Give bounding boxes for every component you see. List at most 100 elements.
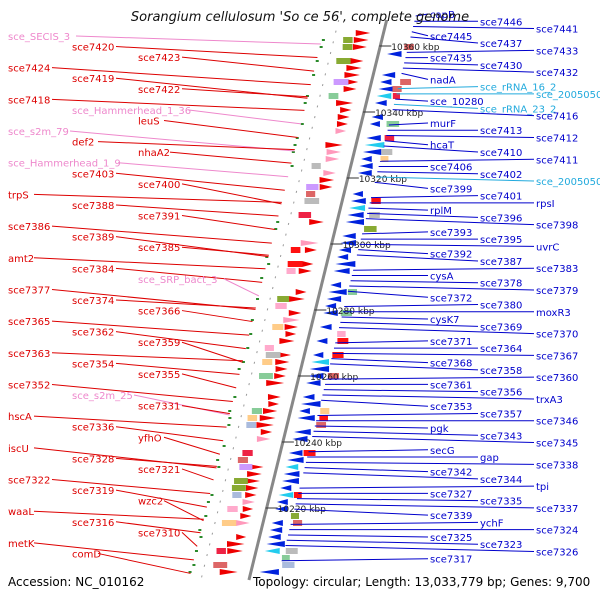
left-gene-label: sce7386: [8, 222, 50, 233]
left-strand-gene: [337, 114, 350, 120]
left-strand-gene: [336, 121, 348, 127]
right-strand-gene: [266, 541, 285, 547]
annotation-block: [320, 408, 330, 414]
right-leader-line: [308, 449, 429, 453]
left-strand-gene: [227, 548, 243, 554]
left-gene-label: amt2: [8, 254, 34, 265]
marker-tick: [246, 347, 250, 349]
left-leader-line: [117, 162, 289, 178]
left-gene-label: sce7363: [8, 349, 50, 360]
right-leader-line: [411, 31, 429, 37]
left-gene-label: sce7424: [8, 64, 50, 75]
left-strand-gene: [319, 177, 335, 183]
right-gene-label: sce7392: [430, 250, 472, 261]
right-gene-label: sce7445: [430, 32, 472, 43]
right-leader-line: [322, 394, 535, 400]
left-leader-line: [181, 468, 214, 481]
left-strand-gene: [245, 492, 257, 498]
right-gene-label: sce7393: [430, 228, 472, 239]
marker-tick: [295, 137, 299, 139]
right-gene-label: sce7360: [536, 373, 578, 384]
left-strand-gene: [340, 107, 352, 113]
left-leader-line: [51, 352, 243, 362]
left-gene-label: sce7400: [138, 180, 180, 191]
left-gene-label: metK: [8, 539, 35, 550]
left-gene-label: sce7322: [8, 476, 50, 487]
right-gene-label: moxR3: [536, 308, 571, 319]
right-gene-label: sce7372: [430, 293, 472, 304]
annotation-block: [213, 562, 228, 568]
left-gene-label: wzc2: [138, 497, 163, 508]
right-strand-gene: [288, 450, 303, 456]
marker-tick: [222, 445, 226, 447]
marker-tick: [198, 529, 202, 531]
right-gene-label: sce7412: [536, 133, 578, 144]
right-gene-label: sce7441: [536, 25, 578, 36]
left-leader-line: [181, 183, 282, 205]
annotation-block: [234, 478, 248, 484]
right-leader-line: [317, 412, 479, 416]
annotation-block: [246, 422, 257, 428]
right-gene-label: sce7324: [536, 526, 578, 537]
right-gene-label: sce7402: [480, 170, 522, 181]
annotation-block: [281, 555, 290, 561]
left-leader-line: [169, 151, 292, 164]
right-gene-label: sce7371: [430, 337, 472, 348]
right-strand-gene: [347, 212, 364, 218]
right-leader-line: [388, 122, 429, 126]
right-leader-line: [281, 558, 429, 562]
left-leader-line: [33, 257, 266, 270]
right-strand-gene: [302, 394, 315, 400]
left-strand-gene: [244, 478, 261, 484]
right-strand-gene: [299, 408, 310, 414]
left-gene-label: sce7310: [138, 528, 180, 539]
right-leader-line: [313, 430, 479, 436]
annotation-block: [216, 548, 226, 554]
right-gene-label: sce7416: [536, 112, 578, 123]
right-strand-gene: [323, 310, 338, 316]
annotation-block: [290, 513, 300, 519]
right-gene-label: sce7346: [536, 417, 578, 428]
marker-tick: [305, 95, 309, 97]
right-strand-gene: [350, 198, 366, 204]
left-leader-line: [115, 362, 240, 375]
left-gene-label: sce7403: [72, 169, 114, 180]
left-leader-line: [115, 267, 263, 283]
marker-tick: [290, 165, 294, 167]
left-leader-line: [97, 141, 295, 151]
left-strand-gene: [353, 37, 369, 43]
marker-tick: [312, 74, 316, 76]
right-gene-label: sce7396: [480, 213, 522, 224]
left-leader-line: [51, 479, 211, 495]
right-strand-gene: [342, 233, 356, 239]
right-gene-label: sce7387: [480, 257, 522, 268]
left-leader-line: [181, 341, 243, 363]
right-strand-gene: [264, 548, 280, 554]
left-strand-gene: [247, 471, 262, 477]
right-gene-label: sce7399: [430, 184, 472, 195]
marker-tick: [227, 424, 231, 426]
right-strand-gene: [376, 93, 392, 99]
right-gene-label: pgk: [430, 424, 449, 435]
right-gene-label: sce7344: [480, 475, 522, 486]
left-strand-gene: [219, 569, 238, 575]
right-leader-line: [288, 534, 429, 538]
left-gene-label: sce7321: [138, 465, 180, 476]
right-gene-label: ychF: [480, 518, 504, 529]
right-gene-label: trxA3: [536, 395, 563, 406]
tick-label: 10320 kbp: [359, 175, 407, 185]
right-strand-gene: [325, 303, 337, 309]
right-gene-label: sce7413: [480, 126, 522, 137]
left-gene-label: nhaA2: [138, 148, 170, 159]
right-gene-label: sce7364: [480, 344, 522, 355]
right-strand-gene: [352, 191, 363, 197]
left-leader-line: [181, 215, 276, 231]
annotation-block: [364, 226, 377, 232]
right-gene-label: uvrC: [536, 242, 559, 253]
left-strand-gene: [309, 219, 324, 225]
left-strand-gene: [335, 128, 347, 134]
right-leader-line: [384, 140, 429, 146]
left-strand-gene: [256, 422, 274, 428]
right-gene-label: sce7379: [536, 286, 578, 297]
